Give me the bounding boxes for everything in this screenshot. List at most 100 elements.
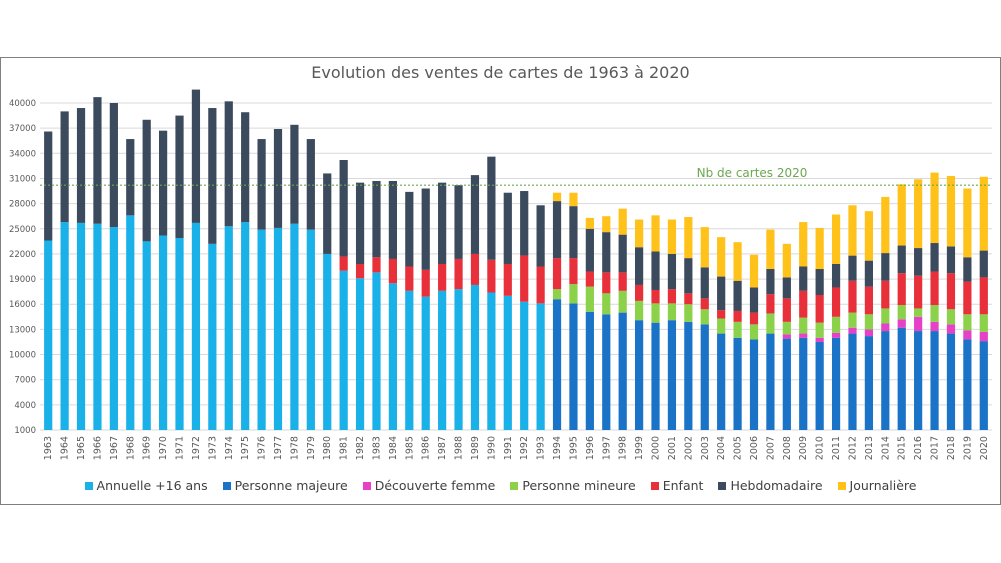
x-tick-label: 1984 <box>388 436 399 460</box>
legend-swatch <box>510 481 519 490</box>
x-tick-label: 1979 <box>306 436 317 460</box>
x-tick-label: 1989 <box>470 436 481 460</box>
bar-segment <box>979 341 988 430</box>
bar-segment <box>569 192 578 207</box>
bar-segment <box>848 205 857 256</box>
y-tick-label: 4000 <box>14 401 36 411</box>
bar-segment <box>241 222 250 430</box>
bar-segment <box>864 336 873 430</box>
x-tick-label: 2005 <box>733 436 744 460</box>
bar-segment <box>536 266 545 304</box>
legend-label: Personne mineure <box>522 478 636 493</box>
bar-segment <box>339 270 348 430</box>
bar-segment <box>848 255 857 281</box>
x-tick-label: 2000 <box>651 436 662 460</box>
x-tick-label: 1974 <box>224 436 235 460</box>
bar-segment <box>421 296 430 430</box>
x-tick-label: 1997 <box>601 436 612 460</box>
bar-segment <box>700 324 709 430</box>
bar-segment <box>930 305 939 322</box>
bar-segment <box>421 269 430 297</box>
legend-swatch <box>650 481 659 490</box>
bar-segment <box>191 89 201 223</box>
bar-segment <box>733 280 742 311</box>
bar-segment <box>60 111 69 223</box>
bar-segment <box>159 235 168 430</box>
legend-item: Hebdomadaire <box>718 478 823 493</box>
bar-segment <box>717 310 726 319</box>
x-tick-label: 1981 <box>339 436 350 460</box>
bar-segment <box>799 266 808 291</box>
bar-segment <box>602 272 611 294</box>
bar-segment <box>503 295 512 430</box>
bar-segment <box>749 312 759 325</box>
bar-segment <box>552 201 562 259</box>
x-tick-label: 2013 <box>864 436 875 460</box>
bar-segment <box>799 317 808 334</box>
y-tick-label: 1000 <box>14 426 36 436</box>
bar-segment <box>159 130 168 236</box>
bar-segment <box>585 228 594 272</box>
bar-segment <box>569 284 578 304</box>
bar-segment <box>470 253 480 285</box>
x-tick-label: 2018 <box>946 436 957 460</box>
bar-segment <box>881 196 890 254</box>
bar-segment <box>881 331 890 430</box>
bar-segment <box>651 215 660 252</box>
bar-segment <box>815 295 824 323</box>
legend-swatch <box>222 481 231 490</box>
bar-segment <box>749 254 759 288</box>
bar-segment <box>224 226 233 430</box>
bar-segment <box>487 292 496 430</box>
bar-segment <box>684 217 693 259</box>
x-tick-label: 1965 <box>76 436 87 460</box>
bar-segment <box>585 217 594 229</box>
bar-segment <box>405 266 414 291</box>
bar-segment <box>503 192 512 264</box>
bar-segment <box>585 286 594 312</box>
bar-segment <box>864 314 873 330</box>
x-tick-label: 1991 <box>503 436 514 460</box>
bar-segment <box>142 119 151 242</box>
bar-segment <box>700 309 709 325</box>
bar-segment <box>831 287 841 317</box>
y-tick-label: 19000 <box>9 275 36 285</box>
bar-segment <box>766 333 775 430</box>
bar-segment <box>930 172 939 244</box>
bar-segment <box>700 227 709 268</box>
legend-label: Journalière <box>849 478 917 493</box>
x-tick-label: 1986 <box>421 436 432 460</box>
x-tick-label: 1980 <box>322 436 333 460</box>
x-tick-label: 1964 <box>60 436 71 460</box>
x-tick-label: 1982 <box>355 436 366 460</box>
bar-segment <box>273 128 283 228</box>
bar-segment <box>635 219 644 248</box>
x-tick-label: 2015 <box>897 436 908 460</box>
x-tick-label: 1990 <box>486 436 497 460</box>
bar-segment <box>766 313 775 334</box>
bar-segment <box>733 242 742 281</box>
bar-segment <box>224 101 233 227</box>
y-tick-label: 34000 <box>9 149 36 159</box>
x-tick-label: 1963 <box>43 436 54 460</box>
x-tick-label: 1988 <box>454 436 465 460</box>
bar-segment <box>618 272 627 291</box>
x-tick-label: 1966 <box>92 436 103 460</box>
bar-segment <box>536 303 545 430</box>
bar-segment <box>766 269 775 295</box>
bar-segment <box>848 280 857 313</box>
bar-segment <box>799 290 808 318</box>
bar-segment <box>749 324 759 340</box>
bar-segment <box>815 269 824 296</box>
bar-segment <box>126 215 135 430</box>
bar-segment <box>388 258 397 284</box>
bar-segment <box>142 241 151 430</box>
bar-segment <box>717 276 726 311</box>
y-tick-label: 31000 <box>9 174 36 184</box>
x-tick-label: 1967 <box>109 436 120 460</box>
bar-segment <box>438 182 447 264</box>
bar-segment <box>979 250 988 278</box>
legend-swatch <box>837 481 846 490</box>
bar-segment <box>848 312 857 328</box>
bar-segment <box>914 179 923 249</box>
